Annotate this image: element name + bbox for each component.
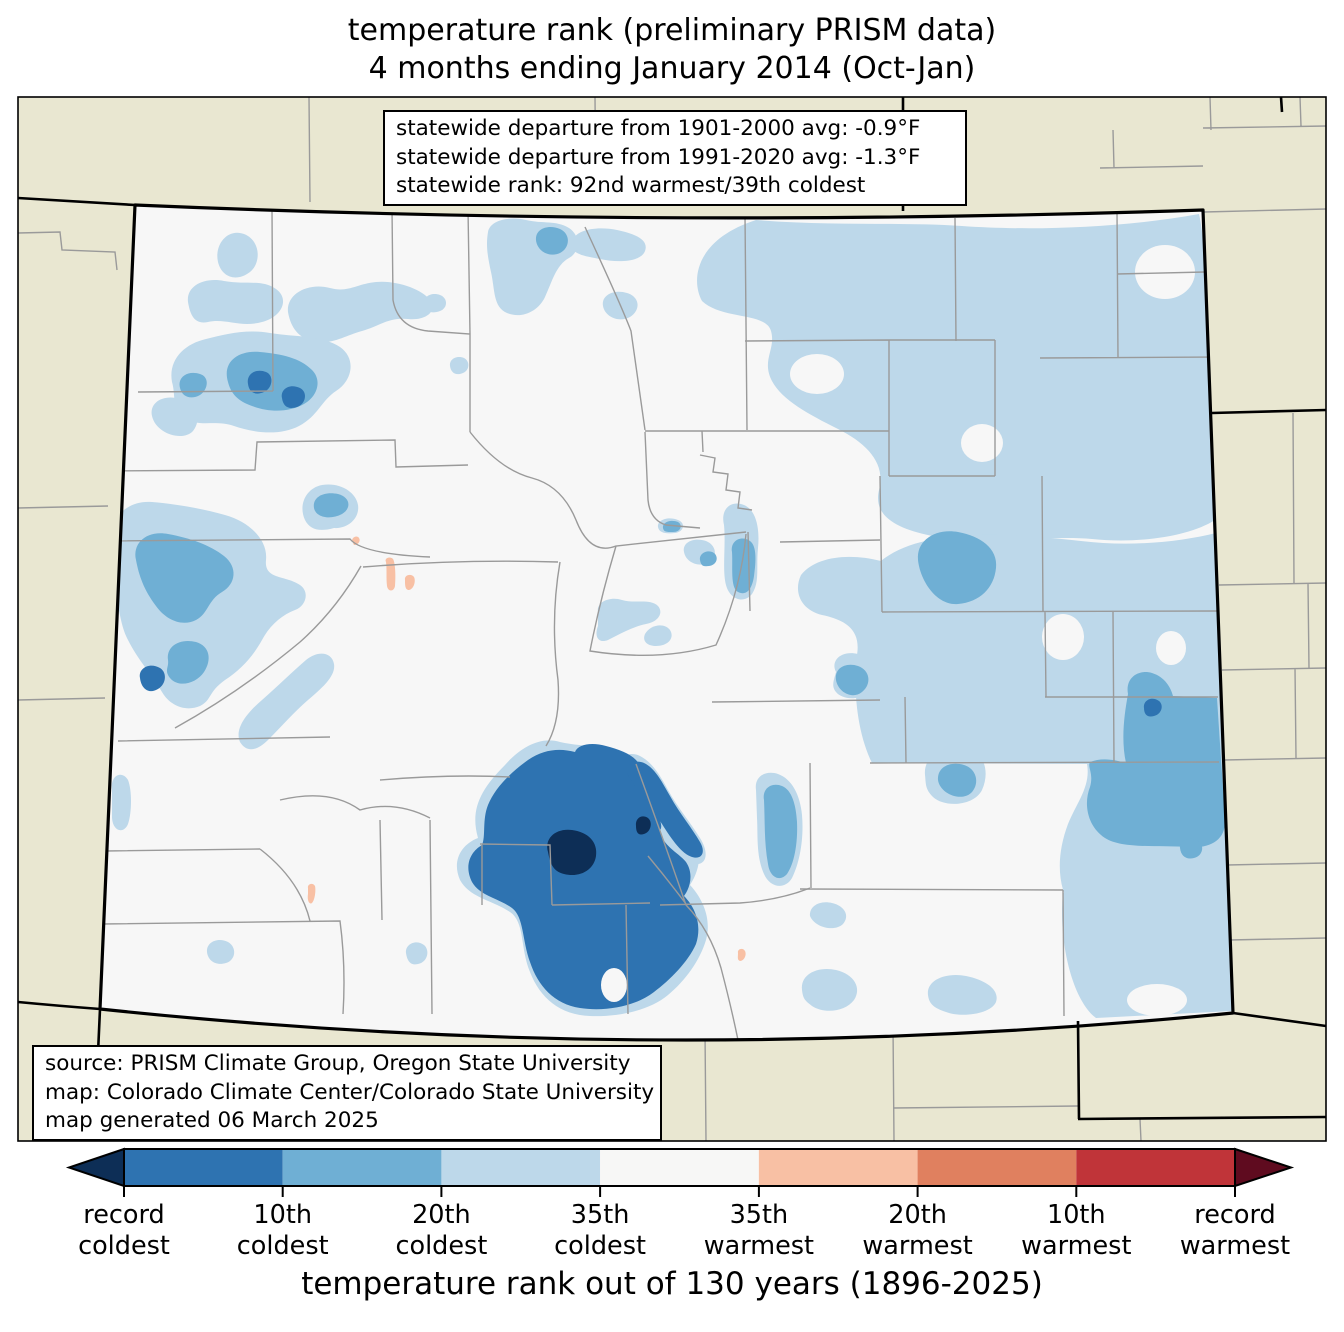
class-medium-coldest-areas (135, 227, 1226, 879)
generated-date-line: map generated 06 March 2025 (45, 1108, 379, 1133)
colorbar-label-record-warmest: record warmest (1179, 1200, 1291, 1261)
stats-line-departure-1901-2000: statewide departure from 1901-2000 avg: … (396, 116, 921, 141)
statewide-stats-box: statewide departure from 1901-2000 avg: … (383, 110, 967, 206)
class-record-coldest-areas (547, 816, 651, 876)
figure-title-line1: temperature rank (preliminary PRISM data… (347, 13, 997, 48)
colorbar-segment (917, 1149, 1077, 1186)
colorbar-label-35th-warmest: 35th warmest (703, 1200, 815, 1261)
stats-line-rank: statewide rank: 92nd warmest/39th coldes… (396, 173, 866, 198)
colorbar-segment (758, 1149, 918, 1186)
colorbar-ticks (123, 1186, 1236, 1197)
state-border (98, 203, 1235, 1042)
colorbar-outline (123, 1148, 1236, 1187)
colorbar-label-10th-coldest: 10th coldest (236, 1200, 329, 1261)
source-box: source: PRISM Climate Group, Oregon Stat… (32, 1045, 662, 1141)
colorbar-segment (282, 1149, 442, 1186)
colorbar (65, 1147, 1295, 1197)
county-lines (100, 207, 1220, 1041)
neighbor-county-lines (17, 96, 1327, 1142)
class-10th-coldest-areas (139, 370, 1162, 1010)
near-normal-holes (601, 245, 1195, 1016)
source-line: source: PRISM Climate Group, Oregon Stat… (45, 1051, 631, 1076)
map-credit-line: map: Colorado Climate Center/Colorado St… (45, 1079, 655, 1105)
colorbar-label-35th-coldest: 35th coldest (554, 1200, 647, 1261)
colorbar-label-10th-warmest: 10th warmest (1021, 1200, 1132, 1261)
colorbar-arrow-record-coldest (65, 1147, 125, 1188)
figure-title: temperature rank (preliminary PRISM data… (0, 12, 1344, 88)
colorbar-label-20th-coldest: 20th coldest (395, 1200, 488, 1261)
figure-title-line2: 4 months ending January 2014 (Oct-Jan) (368, 51, 976, 86)
colorbar-label-20th-warmest: 20th warmest (862, 1200, 973, 1261)
colorbar-label-record-coldest: record coldest (78, 1200, 170, 1261)
colorbar-segment (124, 1149, 283, 1186)
axes-frame (17, 96, 1327, 1142)
colorbar-segment (600, 1149, 759, 1186)
colorbar-segment (1076, 1149, 1235, 1186)
stats-line-departure-1991-2020: statewide departure from 1991-2020 avg: … (396, 144, 921, 170)
colorbar-axis-label: temperature rank out of 130 years (1896-… (301, 1266, 1043, 1302)
colorbar-arrow-record-warmest (1234, 1147, 1295, 1188)
colorbar-segment (441, 1149, 601, 1186)
